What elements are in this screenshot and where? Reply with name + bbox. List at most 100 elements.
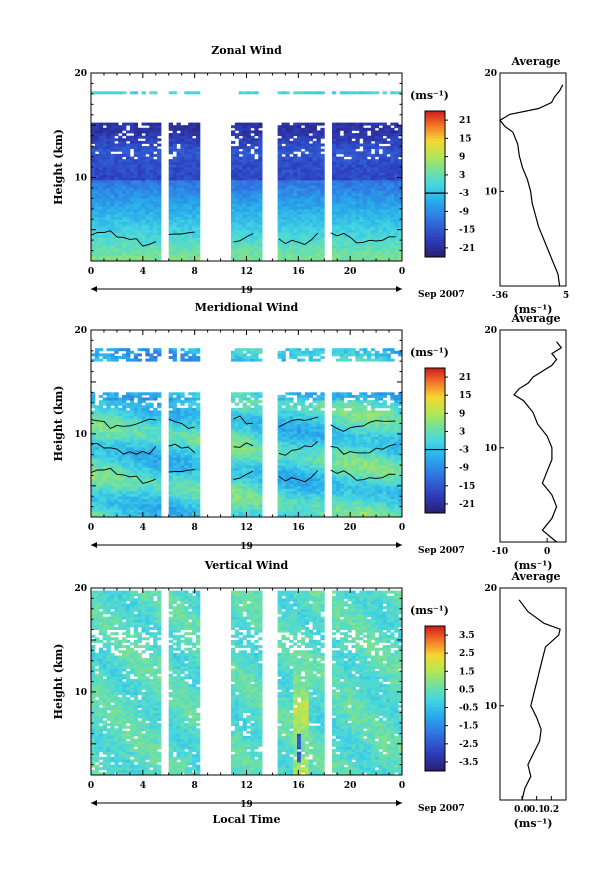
- x-axis-label: Local Time: [213, 813, 281, 826]
- contour-lines: [90, 230, 396, 247]
- heatmap: [91, 348, 403, 518]
- x-tick-label: 16: [292, 781, 305, 791]
- y-axis-label: Height (km): [52, 386, 65, 462]
- colorbar-label: 21: [459, 116, 472, 126]
- x-tick-label: 0: [399, 267, 405, 277]
- x-tick-label: 4: [140, 523, 146, 533]
- profile-x-tick-label: 0.1: [529, 805, 545, 815]
- colorbar-label: -9: [459, 207, 469, 217]
- colorbar-label: -21: [459, 244, 475, 254]
- colorbar-label: 3: [459, 171, 465, 181]
- colorbar-label: 9: [459, 409, 465, 419]
- colorbar-label: 1.5: [459, 667, 475, 677]
- x-tick-label: 8: [192, 781, 198, 791]
- average-profile: Average 20 10 -10 0 (ms⁻¹): [484, 312, 567, 572]
- date-label: Sep 2007: [418, 290, 465, 300]
- x-tick-label: 4: [140, 267, 146, 277]
- chart-title: Meridional Wind: [195, 301, 299, 314]
- colorbar-label: -15: [459, 226, 475, 236]
- contour-lines: [90, 415, 396, 484]
- chart-title: Zonal Wind: [211, 44, 282, 57]
- profile-title: Average: [510, 55, 560, 68]
- day-label: 19: [240, 800, 253, 810]
- colorbar-label: -3: [459, 446, 469, 456]
- profile-title: Average: [510, 570, 560, 583]
- colorbar-label: 21: [459, 373, 472, 383]
- average-profile: Average 20 10 -36 5 (ms⁻¹): [484, 55, 569, 316]
- colorbar-label: 2.5: [459, 649, 475, 659]
- colorbar: (ms⁻¹) 21 15 9 3 -3 -9 -15 -21: [410, 89, 475, 258]
- profile-y-tick-label: 10: [484, 702, 497, 712]
- y-axis: 20 10 Height (km): [52, 69, 402, 262]
- profile-frame: [499, 587, 567, 801]
- date-label: Sep 2007: [418, 804, 465, 814]
- colorbar-label: -21: [459, 500, 475, 510]
- profile-x-label: (ms⁻¹): [514, 559, 553, 572]
- x-tick-label: 0: [399, 523, 405, 533]
- y-axis: 20 10 Height (km): [52, 584, 402, 776]
- profile-y-tick-label: 10: [484, 444, 497, 454]
- profile-x-tick-label: 0.0: [514, 805, 530, 815]
- x-tick-label: 0: [399, 781, 405, 791]
- x-tick-label: 0: [88, 781, 94, 791]
- profile-y-tick-label: 10: [484, 187, 497, 197]
- x-tick-label: 20: [344, 781, 357, 791]
- colorbar-label: 0.5: [459, 685, 475, 695]
- panel-3: Vertical Wind 0 4 8 12 16 20 0 19 Sep 2007 Local T…: [52, 559, 567, 830]
- colorbar-label: -3: [459, 189, 469, 199]
- y-tick-label: 10: [74, 430, 87, 440]
- x-tick-label: 12: [240, 523, 253, 533]
- x-tick-label: 0: [88, 267, 94, 277]
- colorbar-label: 9: [459, 153, 465, 163]
- profile-frame: [499, 72, 567, 287]
- colorbar: (ms⁻¹) 3.5 2.5 1.5 0.5 -0.5 -1.5 -2.5 -3.5: [410, 604, 478, 772]
- profile-x-tick-label: -10: [492, 547, 508, 557]
- day-label: 19: [240, 542, 253, 552]
- profile-line: [518, 599, 561, 801]
- x-tick-label: 8: [192, 267, 198, 277]
- profile-x-tick-label: 5: [563, 291, 569, 301]
- x-tick-label: 12: [240, 267, 253, 277]
- colorbar-unit: (ms⁻¹): [410, 89, 449, 102]
- colorbar-frame: [424, 110, 446, 258]
- y-tick-label: 10: [74, 173, 87, 183]
- colorbar-label: -3.5: [459, 758, 478, 768]
- colorbar-label: -2.5: [459, 740, 478, 750]
- colorbar-label: -1.5: [459, 722, 478, 732]
- x-tick-label: 0: [88, 523, 94, 533]
- x-axis: 0 4 8 12 16 20 0 19 Sep 2007 Local Time: [88, 588, 465, 826]
- profile-y-tick-label: 20: [484, 584, 497, 594]
- x-tick-label: 20: [344, 523, 357, 533]
- colorbar-label: 3: [459, 427, 465, 437]
- colorbar-label: 15: [459, 134, 472, 144]
- colorbar-label: 3.5: [459, 631, 475, 641]
- colorbar-label: 15: [459, 391, 472, 401]
- profile-x-tick-label: -36: [492, 291, 508, 301]
- heatmap: [91, 91, 403, 262]
- x-tick-label: 4: [140, 781, 146, 791]
- x-tick-label: 8: [192, 523, 198, 533]
- y-tick-label: 20: [74, 584, 87, 594]
- colorbar: (ms⁻¹) 21 15 9 3 -3 -9 -15 -21: [410, 346, 475, 514]
- x-tick-label: 16: [292, 267, 305, 277]
- profile-title: Average: [510, 312, 560, 325]
- colorbar-unit: (ms⁻¹): [410, 346, 449, 359]
- panel-2: Meridional Wind 0 4 8 12 16 20 0 19 Sep 2007 20 10 H…: [52, 301, 567, 572]
- x-axis: 0 4 8 12 16 20 0 19 Sep 2007: [88, 330, 465, 556]
- profile-line: [513, 341, 563, 543]
- colorbar-unit: (ms⁻¹): [410, 604, 449, 617]
- heatmap: [91, 590, 403, 776]
- x-tick-label: 16: [292, 523, 305, 533]
- day-label: 19: [240, 286, 253, 296]
- colorbar-frame: [424, 625, 446, 772]
- profile-y-tick-label: 20: [484, 69, 497, 79]
- x-tick-label: 20: [344, 267, 357, 277]
- profile-x-label: (ms⁻¹): [514, 303, 553, 316]
- x-axis: 0 4 8 12 16 20 0 19 Sep 2007: [88, 73, 465, 300]
- y-tick-label: 20: [74, 326, 87, 336]
- x-tick-label: 12: [240, 781, 253, 791]
- profile-x-tick-label: 0.2: [543, 805, 559, 815]
- average-profile: Average 20 10 0.00.10.2 (ms⁻¹): [484, 570, 567, 830]
- colorbar-label: -15: [459, 482, 475, 492]
